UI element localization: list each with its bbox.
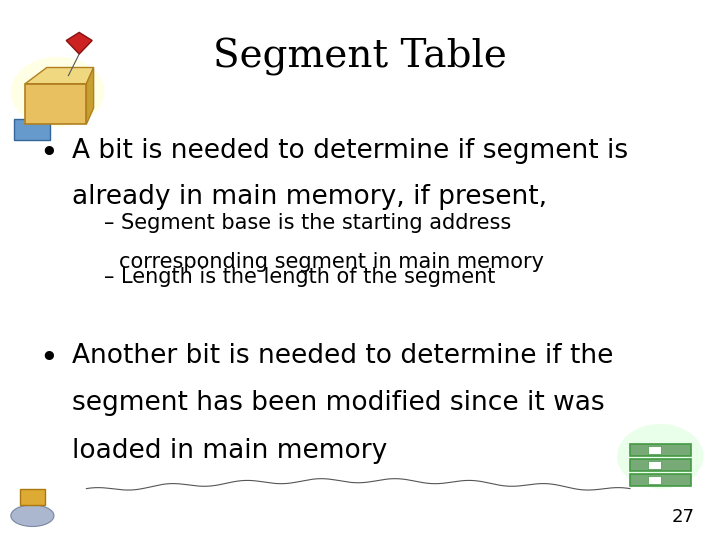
FancyBboxPatch shape xyxy=(648,446,661,454)
Ellipse shape xyxy=(11,505,54,526)
FancyBboxPatch shape xyxy=(20,489,45,505)
Text: A bit is needed to determine if segment is: A bit is needed to determine if segment … xyxy=(72,138,628,164)
Ellipse shape xyxy=(617,424,703,489)
Text: Another bit is needed to determine if the: Another bit is needed to determine if th… xyxy=(72,343,613,369)
Text: – Segment base is the starting address: – Segment base is the starting address xyxy=(104,213,512,233)
Text: •: • xyxy=(40,343,58,374)
FancyBboxPatch shape xyxy=(630,444,691,456)
Text: •: • xyxy=(40,138,58,168)
FancyBboxPatch shape xyxy=(648,476,661,484)
Text: Segment Table: Segment Table xyxy=(213,38,507,76)
Text: corresponding segment in main memory: corresponding segment in main memory xyxy=(119,252,544,272)
Ellipse shape xyxy=(11,57,104,127)
Text: already in main memory, if present,: already in main memory, if present, xyxy=(72,184,547,210)
FancyBboxPatch shape xyxy=(14,119,50,140)
Text: segment has been modified since it was: segment has been modified since it was xyxy=(72,390,605,416)
Text: loaded in main memory: loaded in main memory xyxy=(72,438,387,464)
Text: 27: 27 xyxy=(672,509,695,526)
Text: – Length is the length of the segment: – Length is the length of the segment xyxy=(104,267,496,287)
FancyBboxPatch shape xyxy=(630,459,691,471)
Polygon shape xyxy=(25,68,94,84)
FancyBboxPatch shape xyxy=(25,84,86,124)
FancyBboxPatch shape xyxy=(630,474,691,486)
Polygon shape xyxy=(66,32,92,54)
FancyBboxPatch shape xyxy=(648,461,661,469)
Polygon shape xyxy=(86,68,94,124)
